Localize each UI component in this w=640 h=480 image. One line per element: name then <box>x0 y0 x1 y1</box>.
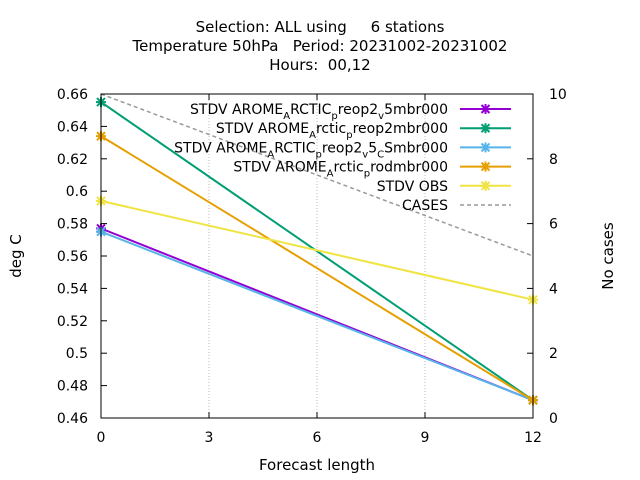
legend-marker-3 <box>480 142 491 153</box>
legend-marker-2 <box>480 123 491 134</box>
y-tick-label: 0.46 <box>57 411 88 427</box>
legend-label-4: STDV AROMEArcticprodmbr000 <box>233 160 448 180</box>
x-axis-ticks: 0 3 6 9 12 <box>97 94 542 446</box>
series-line-3 <box>100 230 534 402</box>
legend-label-5: STDV OBS <box>377 179 448 195</box>
y-tick-label: 0.52 <box>57 314 88 330</box>
y2-tick-label: 2 <box>549 346 558 362</box>
y-tick-label: 0.56 <box>57 249 88 265</box>
chart-title: Selection: ALL using 6 stationsTemperatu… <box>132 18 508 74</box>
series-group <box>96 97 538 406</box>
legend-marker-4 <box>480 161 491 172</box>
y-tick-label: 0.54 <box>57 281 88 297</box>
y-axis-ticks: 0.46 0.48 0.5 0.52 0.54 0.56 0.58 0.6 0.62 0.64 0.… <box>57 87 107 427</box>
y2-tick-label: 0 <box>549 411 558 427</box>
y2-tick-label: 8 <box>549 152 558 168</box>
y2-tick-label: 4 <box>549 281 558 297</box>
x-tick-label: 12 <box>524 430 542 446</box>
legend-label-2: STDV AROMEArcticpreop2mbr000 <box>216 121 448 141</box>
y-tick-label: 0.48 <box>57 379 88 395</box>
y-axis-label: deg C <box>7 234 25 278</box>
title-line-2: Temperature 50hPa Period: 20231002-20231… <box>132 37 508 55</box>
series-line-4 <box>100 135 534 402</box>
series-line-5 <box>100 199 534 301</box>
title-line-3: Hours: 00,12 <box>269 56 370 74</box>
legend-label-3: STDV AROMEARCTICpreop2v5CSmbr000 <box>174 140 448 160</box>
title-line-1: Selection: ALL using 6 stations <box>196 18 445 36</box>
legend-label-1: STDV AROMEARCTICpreop2v5mbr000 <box>190 102 448 122</box>
y2-axis-label: No cases <box>599 222 617 290</box>
y-tick-label: 0.6 <box>66 184 88 200</box>
y-tick-label: 0.58 <box>57 217 88 233</box>
x-tick-label: 3 <box>205 430 214 446</box>
legend-label-6: CASES <box>402 198 448 214</box>
y2-axis-ticks: 0 2 4 6 8 10 <box>527 87 567 427</box>
y-tick-label: 0.66 <box>57 87 88 103</box>
y-tick-label: 0.62 <box>57 152 88 168</box>
legend-marker-1 <box>480 104 491 114</box>
grid <box>208 94 426 418</box>
x-tick-label: 9 <box>421 430 430 446</box>
y-tick-label: 0.64 <box>57 119 88 135</box>
y2-tick-label: 10 <box>549 87 567 103</box>
y-tick-label: 0.5 <box>66 346 88 362</box>
legend-marker-5 <box>480 180 491 191</box>
y2-tick-label: 6 <box>549 217 558 233</box>
x-tick-label: 6 <box>313 430 322 446</box>
x-tick-label: 0 <box>97 430 106 446</box>
x-axis-label: Forecast length <box>259 456 375 474</box>
